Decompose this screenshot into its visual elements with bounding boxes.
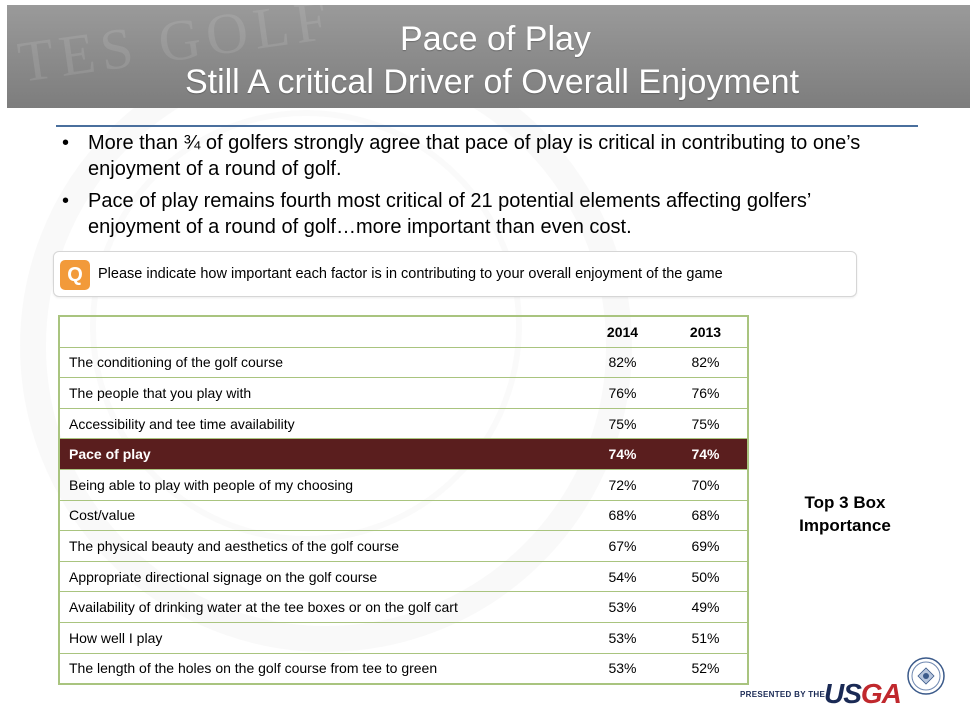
usga-seal-icon <box>907 657 945 695</box>
value-2014-cell: 82% <box>581 347 664 379</box>
slide-title: Pace of Play <box>400 20 591 58</box>
value-2014-cell: 72% <box>581 469 664 501</box>
factor-cell: The conditioning of the golf course <box>59 347 581 379</box>
factor-cell: How well I play <box>59 622 581 654</box>
value-2013-cell: 76% <box>664 377 748 409</box>
table-header-2014: 2014 <box>581 316 664 348</box>
value-2014-cell: 54% <box>581 561 664 593</box>
value-2013-cell: 70% <box>664 469 748 501</box>
table-row: The physical beauty and aesthetics of th… <box>59 530 748 562</box>
usga-logo: USGA <box>824 678 902 710</box>
table-row-highlighted: Pace of play 74% 74% <box>59 438 748 470</box>
value-2013-cell: 75% <box>664 408 748 440</box>
table-side-label: Top 3 Box Importance <box>780 491 910 537</box>
presented-by-text: PRESENTED BY THE <box>740 690 826 699</box>
divider-rule <box>56 125 918 127</box>
factor-cell: The length of the holes on the golf cour… <box>59 653 581 685</box>
factor-cell: Cost/value <box>59 500 581 532</box>
value-2013-cell: 52% <box>664 653 748 685</box>
importance-table: 2014 2013 The conditioning of the golf c… <box>58 315 749 686</box>
bullet-text: More than ¾ of golfers strongly agree th… <box>88 132 861 180</box>
bullet-item: • More than ¾ of golfers strongly agree … <box>62 130 882 182</box>
table-row: Cost/value 68% 68% <box>59 500 748 532</box>
table-row: Appropriate directional signage on the g… <box>59 561 748 593</box>
sponsor-footer: PRESENTED BY THE USGA <box>740 657 970 720</box>
table-row: Accessibility and tee time availability … <box>59 408 748 440</box>
value-2013-cell: 82% <box>664 347 748 379</box>
bullet-dot-icon: • <box>62 190 70 212</box>
bullet-text: Pace of play remains fourth most critica… <box>88 190 811 238</box>
value-2014-cell: 53% <box>581 653 664 685</box>
side-label-line2: Importance <box>799 516 891 535</box>
table-row: The people that you play with 76% 76% <box>59 377 748 409</box>
bullet-list: • More than ¾ of golfers strongly agree … <box>62 130 882 246</box>
value-2013-cell: 68% <box>664 500 748 532</box>
factor-cell: The people that you play with <box>59 377 581 409</box>
question-box: Q Please indicate how important each fac… <box>53 251 857 297</box>
table-row: How well I play 53% 51% <box>59 622 748 654</box>
value-2014-cell: 74% <box>581 438 664 470</box>
usga-logo-ga: GA <box>860 678 902 709</box>
value-2014-cell: 76% <box>581 377 664 409</box>
table-row: The length of the holes on the golf cour… <box>59 653 748 685</box>
value-2013-cell: 74% <box>664 438 748 470</box>
factor-cell: Pace of play <box>59 438 581 470</box>
value-2014-cell: 53% <box>581 622 664 654</box>
factor-cell: Being able to play with people of my cho… <box>59 469 581 501</box>
factor-cell: Availability of drinking water at the te… <box>59 591 581 623</box>
value-2013-cell: 50% <box>664 561 748 593</box>
table-header-factor <box>59 316 581 348</box>
value-2013-cell: 51% <box>664 622 748 654</box>
factor-cell: Appropriate directional signage on the g… <box>59 561 581 593</box>
value-2014-cell: 53% <box>581 591 664 623</box>
table-row: Being able to play with people of my cho… <box>59 469 748 501</box>
table-row: Availability of drinking water at the te… <box>59 591 748 623</box>
bullet-dot-icon: • <box>62 132 70 154</box>
table-row: The conditioning of the golf course 82% … <box>59 347 748 379</box>
value-2014-cell: 68% <box>581 500 664 532</box>
slide-subtitle: Still A critical Driver of Overall Enjoy… <box>184 63 800 101</box>
value-2013-cell: 49% <box>664 591 748 623</box>
factor-cell: Accessibility and tee time availability <box>59 408 581 440</box>
bullet-item: • Pace of play remains fourth most criti… <box>62 188 882 240</box>
value-2014-cell: 75% <box>581 408 664 440</box>
value-2013-cell: 69% <box>664 530 748 562</box>
side-label-line1: Top 3 Box <box>804 493 886 512</box>
table-header-2013: 2013 <box>664 316 748 348</box>
question-text: Please indicate how important each facto… <box>98 266 723 282</box>
slide-header: TES GOLF Pace of Play Still A critical D… <box>7 5 970 108</box>
table-header-row: 2014 2013 <box>59 316 748 348</box>
value-2014-cell: 67% <box>581 530 664 562</box>
question-badge-icon: Q <box>60 260 90 290</box>
factor-cell: The physical beauty and aesthetics of th… <box>59 530 581 562</box>
usga-logo-us: US <box>824 678 862 709</box>
